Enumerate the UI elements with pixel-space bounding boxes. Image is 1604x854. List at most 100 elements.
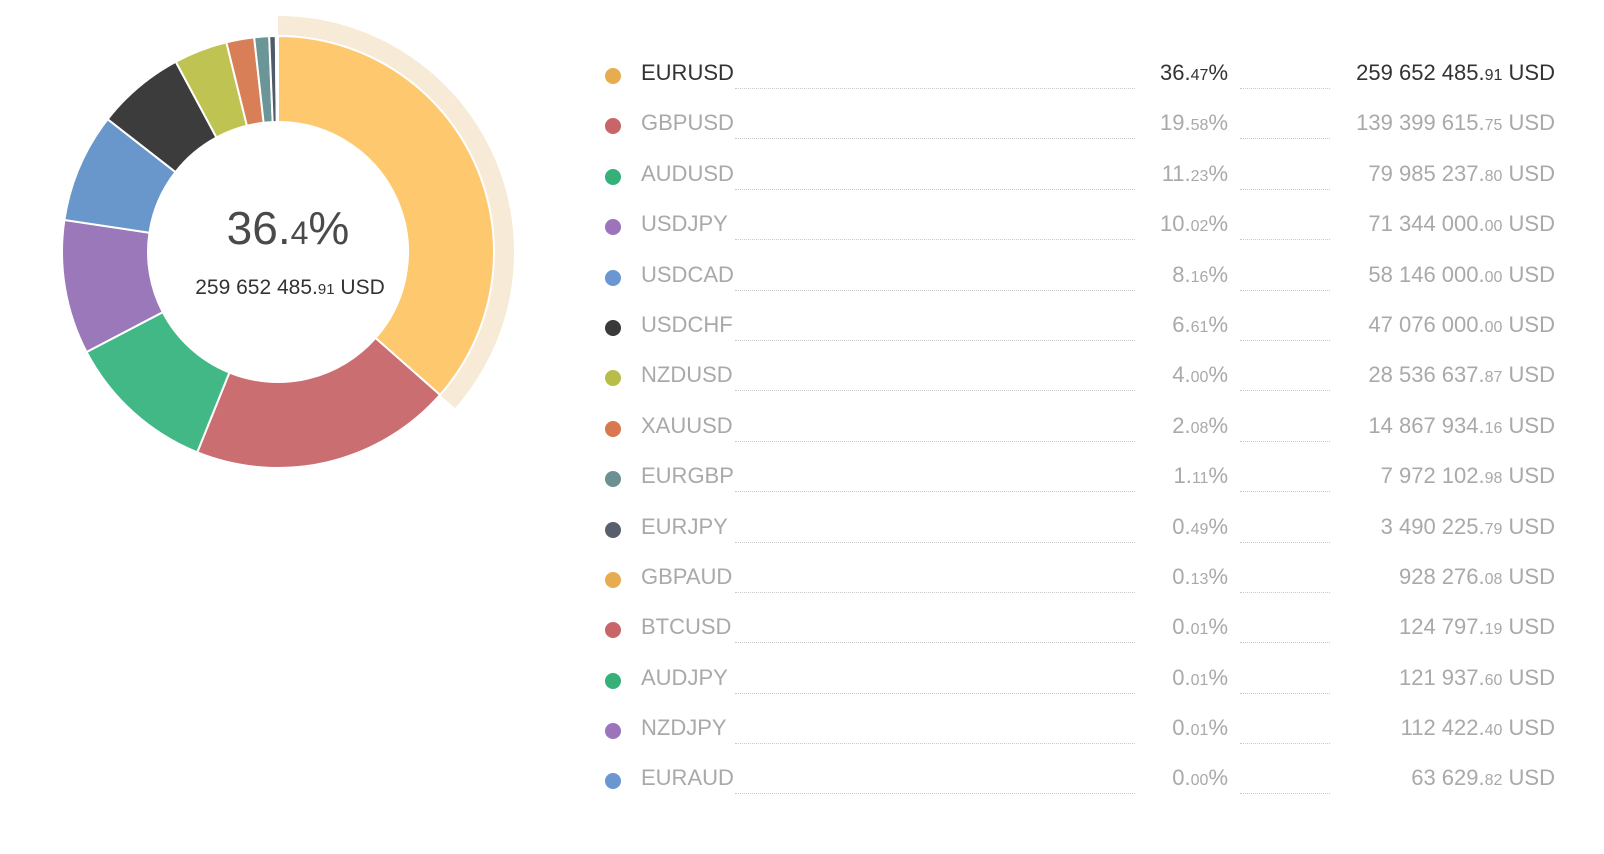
- legend-amount: 121 937.60 USD: [1398, 664, 1555, 690]
- legend-percentage: 0.13%: [1172, 563, 1228, 589]
- dotted-leader: [1240, 239, 1330, 241]
- legend-label: AUDJPY: [641, 664, 728, 690]
- legend-dot: [605, 471, 621, 488]
- dotted-leader: [1240, 591, 1330, 593]
- dotted-leader: [735, 239, 1135, 241]
- legend-amount: 14 867 934.16 USD: [1368, 412, 1555, 438]
- legend-row[interactable]: GBPUSD 19.58% 139 399 615.75 USD: [605, 100, 1580, 150]
- donut-chart: [61, 16, 514, 469]
- legend-percentage: 6.61%: [1172, 311, 1228, 337]
- donut-slice-gbpusd[interactable]: [195, 336, 442, 469]
- legend-label: XAUUSD: [641, 412, 733, 438]
- legend-amount: 928 276.08 USD: [1398, 563, 1555, 589]
- dotted-leader: [735, 541, 1135, 543]
- legend-dot: [605, 420, 621, 437]
- dotted-leader: [1240, 541, 1330, 543]
- legend: EURUSD 36.47% 259 652 485.91 USD GBPUSD 19.5…: [605, 50, 1580, 806]
- legend-percentage: 0.01%: [1172, 614, 1228, 640]
- legend-dot: [605, 168, 621, 185]
- legend-row[interactable]: XAUUSD 2.08% 14 867 934.16 USD: [605, 403, 1580, 453]
- dotted-leader: [1240, 491, 1330, 493]
- dotted-leader: [1240, 440, 1330, 442]
- legend-amount: 79 985 237.80 USD: [1368, 160, 1555, 186]
- legend-label: USDCAD: [641, 261, 734, 287]
- legend-dot: [605, 370, 621, 387]
- legend-row[interactable]: EURUSD 36.47% 259 652 485.91 USD: [605, 50, 1580, 100]
- legend-dot: [605, 219, 621, 236]
- legend-percentage: 19.58%: [1160, 110, 1228, 136]
- legend-dot: [605, 68, 621, 84]
- legend-amount: 3 490 225.79 USD: [1380, 513, 1555, 539]
- legend-label: EURGBP: [641, 463, 734, 489]
- legend-row[interactable]: GBPAUD 0.13% 928 276.08 USD: [605, 554, 1580, 604]
- dotted-leader: [1240, 289, 1330, 291]
- legend-percentage: 4.00%: [1172, 362, 1228, 388]
- legend-percentage: 10.02%: [1160, 211, 1228, 237]
- legend-percentage: 1.11%: [1173, 463, 1228, 489]
- donut-slice-eurusd[interactable]: [277, 34, 495, 397]
- dotted-leader: [735, 339, 1135, 341]
- legend-percentage: 36.47%: [1160, 60, 1228, 85]
- legend-row[interactable]: USDJPY 10.02% 71 344 000.00 USD: [605, 201, 1580, 251]
- dotted-leader: [735, 642, 1135, 644]
- legend-label: EURUSD: [641, 60, 734, 85]
- legend-label: USDJPY: [641, 211, 728, 237]
- legend-dot: [605, 571, 621, 588]
- legend-label: EURAUD: [641, 765, 734, 791]
- legend-amount: 71 344 000.00 USD: [1368, 211, 1555, 237]
- legend-dot: [605, 118, 621, 135]
- legend-amount: 259 652 485.91 USD: [1356, 60, 1555, 85]
- dotted-leader: [735, 289, 1135, 291]
- legend-percentage: 8.16%: [1172, 261, 1228, 287]
- legend-dot: [605, 622, 621, 639]
- dotted-leader: [735, 793, 1135, 795]
- legend-percentage: 0.49%: [1172, 513, 1228, 539]
- legend-row[interactable]: AUDJPY 0.01% 121 937.60 USD: [605, 655, 1580, 705]
- dotted-leader: [735, 491, 1135, 493]
- legend-label: NZDUSD: [641, 362, 733, 388]
- legend-row[interactable]: NZDJPY 0.01% 112 422.40 USD: [605, 705, 1580, 755]
- legend-row[interactable]: USDCHF 6.61% 47 076 000.00 USD: [605, 302, 1580, 352]
- dotted-leader: [1240, 390, 1330, 392]
- legend-label: GBPAUD: [641, 563, 733, 589]
- dotted-leader: [735, 692, 1135, 694]
- legend-percentage: 0.00%: [1172, 765, 1228, 791]
- legend-dot: [605, 723, 621, 740]
- legend-label: USDCHF: [641, 311, 733, 337]
- dotted-leader: [735, 591, 1135, 593]
- dotted-leader: [1240, 793, 1330, 795]
- dotted-leader: [1240, 692, 1330, 694]
- dotted-leader: [735, 440, 1135, 442]
- dotted-leader: [1240, 339, 1330, 341]
- legend-label: EURJPY: [641, 513, 728, 539]
- legend-percentage: 11.23%: [1161, 160, 1228, 186]
- legend-row[interactable]: AUDUSD 11.23% 79 985 237.80 USD: [605, 151, 1580, 201]
- highlight-ring: [278, 16, 514, 409]
- legend-row[interactable]: USDCAD 8.16% 58 146 000.00 USD: [605, 252, 1580, 302]
- legend-dot: [605, 521, 621, 538]
- legend-percentage: 0.01%: [1172, 715, 1228, 741]
- legend-row[interactable]: NZDUSD 4.00% 28 536 637.87 USD: [605, 352, 1580, 402]
- legend-row[interactable]: BTCUSD 0.01% 124 797.19 USD: [605, 604, 1580, 654]
- dotted-leader: [735, 390, 1135, 392]
- dotted-leader: [1240, 88, 1330, 89]
- legend-row[interactable]: EURJPY 0.49% 3 490 225.79 USD: [605, 504, 1580, 554]
- legend-amount: 124 797.19 USD: [1398, 614, 1555, 640]
- legend-amount: 58 146 000.00 USD: [1368, 261, 1555, 287]
- center-amount: 259 652 485.91 USD: [195, 276, 385, 299]
- legend-amount: 63 629.82 USD: [1411, 765, 1555, 791]
- legend-amount: 28 536 637.87 USD: [1368, 362, 1555, 388]
- legend-row[interactable]: EURGBP 1.11% 7 972 102.98 USD: [605, 453, 1580, 503]
- dotted-leader: [735, 743, 1135, 745]
- legend-amount: 47 076 000.00 USD: [1368, 311, 1555, 337]
- dotted-leader: [1240, 642, 1330, 644]
- legend-label: NZDJPY: [641, 715, 727, 741]
- legend-row[interactable]: EURAUD 0.00% 63 629.82 USD: [605, 755, 1580, 805]
- legend-dot: [605, 269, 621, 286]
- legend-label: BTCUSD: [641, 614, 732, 640]
- dotted-leader: [735, 188, 1135, 190]
- legend-amount: 112 422.40 USD: [1400, 715, 1555, 741]
- legend-percentage: 0.01%: [1172, 664, 1228, 690]
- dotted-leader: [735, 138, 1135, 140]
- dotted-leader: [735, 88, 1135, 89]
